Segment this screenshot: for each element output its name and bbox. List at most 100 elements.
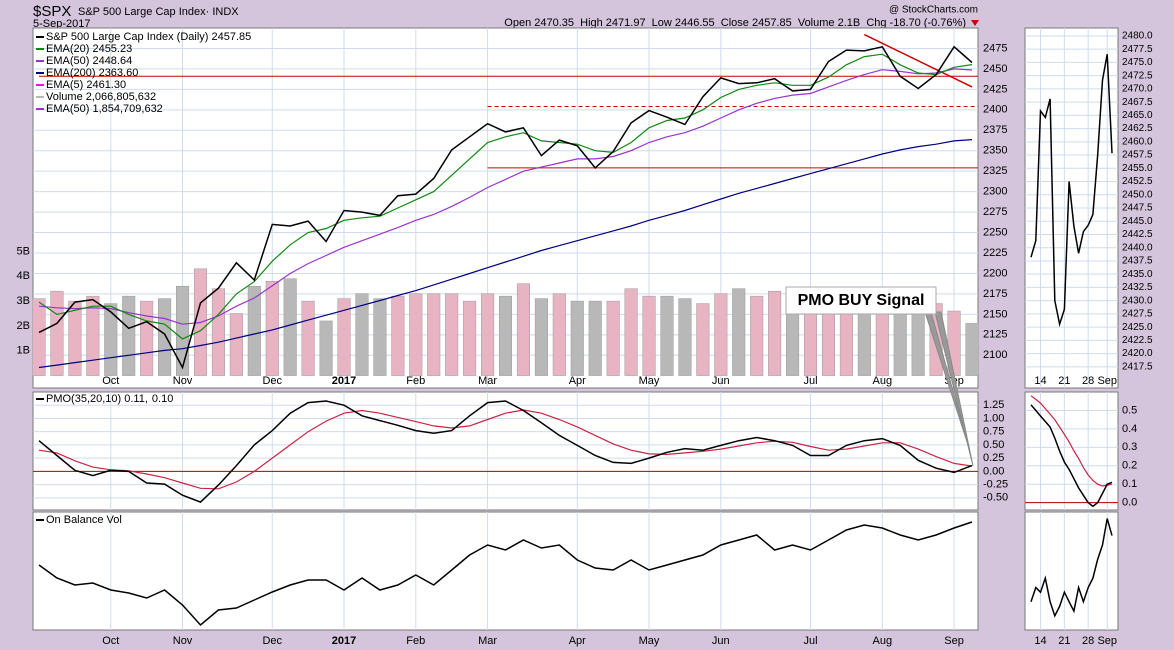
y-tick-label: 2475.0	[1122, 57, 1153, 68]
series-line	[1030, 395, 1113, 487]
y-tick-label: 2300	[983, 186, 1007, 198]
volume-bar	[463, 300, 477, 376]
y-tick-label: 2472.5	[1122, 70, 1153, 81]
y-tick-label: 2400	[983, 104, 1007, 116]
volume-bar	[606, 300, 620, 376]
y-tick-label: 2480.0	[1122, 31, 1153, 42]
volume-bar	[642, 295, 656, 376]
y-tick-label: 0.4	[1122, 423, 1137, 435]
volume-bar	[624, 288, 638, 376]
y-tick-label: 2462.5	[1122, 123, 1153, 134]
series-line	[38, 139, 973, 369]
volume-bar	[68, 300, 82, 376]
x-tick-label: 21	[1058, 635, 1070, 647]
x-tick-label: Nov	[173, 635, 193, 647]
volume-bar	[140, 300, 154, 376]
volume-bar	[498, 295, 513, 376]
volume-bar	[678, 298, 692, 376]
y-tick-label: 2420.0	[1122, 348, 1153, 359]
x-tick-label: Oct	[102, 635, 119, 647]
volume-bar	[481, 293, 495, 376]
y-tick-label: 2432.5	[1122, 282, 1153, 293]
down-arrow	[971, 20, 979, 26]
series-line	[38, 409, 973, 490]
y-tick-label: 2250	[983, 226, 1007, 238]
watermark: @ StockCharts.com	[889, 5, 978, 16]
x-tick-label: Dec	[262, 375, 282, 387]
panel	[32, 391, 979, 511]
x-tick-label: Jul	[803, 635, 817, 647]
y-tick-label: 2427.5	[1122, 309, 1153, 320]
y-tick-label: 2475	[983, 42, 1007, 54]
y-tick-label: 2445.0	[1122, 216, 1153, 227]
y-tick-label: 5B	[17, 245, 30, 257]
volume-bar	[337, 298, 351, 376]
y-tick-label: 2425.0	[1122, 322, 1153, 333]
legend-label: Volume 2,066,805,632	[46, 91, 156, 103]
series-line	[38, 521, 973, 627]
trend-line	[864, 33, 973, 88]
volume-bar	[283, 278, 297, 376]
y-tick-label: -0.50	[983, 492, 1008, 504]
x-tick-label: Feb	[406, 635, 425, 647]
volume-bar	[409, 293, 423, 376]
x-tick-label: Mar	[478, 635, 497, 647]
y-tick-label: 4B	[17, 270, 30, 282]
y-tick-label: 2275	[983, 206, 1007, 218]
series-line	[38, 53, 973, 340]
y-tick-label: 2175	[983, 288, 1007, 300]
series-line	[1030, 518, 1113, 618]
series-line	[1030, 404, 1113, 508]
x-tick-label: Aug	[872, 375, 892, 387]
y-tick-label: 3B	[17, 295, 30, 307]
volume-bar	[301, 300, 315, 376]
x-tick-label: 28	[1082, 635, 1094, 647]
legend-label: EMA(20) 2455.23	[46, 43, 132, 55]
y-tick-label: 2447.5	[1122, 203, 1153, 214]
volume-bar	[176, 285, 190, 376]
y-tick-label: 2100	[983, 349, 1007, 361]
volume-bar	[750, 295, 764, 376]
y-tick-label: 2225	[983, 247, 1007, 259]
volume-bar	[391, 295, 405, 376]
volume-bar	[50, 290, 64, 376]
volume-bar	[714, 293, 728, 376]
panel	[1024, 511, 1119, 631]
volume-bar	[768, 290, 782, 376]
volume-bar	[247, 285, 261, 376]
y-tick-label: 2452.5	[1122, 176, 1153, 187]
x-tick-label: May	[639, 375, 660, 387]
y-tick-label: 2422.5	[1122, 335, 1153, 346]
volume-bar	[965, 323, 979, 376]
y-tick-label: 0.50	[983, 439, 1004, 451]
x-tick-label: Aug	[872, 635, 892, 647]
y-tick-label: 0.0	[1122, 497, 1137, 509]
y-tick-label: 1.00	[983, 412, 1004, 424]
x-tick-label: 21	[1058, 375, 1070, 387]
y-tick-label: 0.3	[1122, 441, 1137, 453]
x-tick-label: Apr	[569, 375, 586, 387]
y-tick-label: 2350	[983, 145, 1007, 157]
y-tick-label: 0.2	[1122, 460, 1137, 472]
panel	[32, 511, 979, 631]
y-tick-label: 2467.5	[1122, 97, 1153, 108]
x-tick-label: Apr	[569, 635, 586, 647]
volume-bar	[211, 288, 225, 376]
x-tick-label: 14	[1034, 375, 1046, 387]
callout-box	[785, 286, 937, 315]
volume-bar	[588, 300, 602, 376]
x-tick-label: Feb	[406, 375, 425, 387]
y-tick-label: 2430.0	[1122, 295, 1153, 306]
y-tick-label: -0.25	[983, 479, 1008, 491]
x-tick-label: Jul	[803, 375, 817, 387]
volume-bar	[445, 293, 459, 376]
y-tick-label: 2470.0	[1122, 84, 1153, 95]
x-tick-label: Nov	[173, 375, 193, 387]
y-tick-label: 2465.0	[1122, 110, 1153, 121]
x-tick-label: May	[639, 635, 660, 647]
volume-bar	[355, 293, 369, 376]
x-tick-label: Oct	[102, 375, 119, 387]
volume-bar	[660, 295, 674, 376]
